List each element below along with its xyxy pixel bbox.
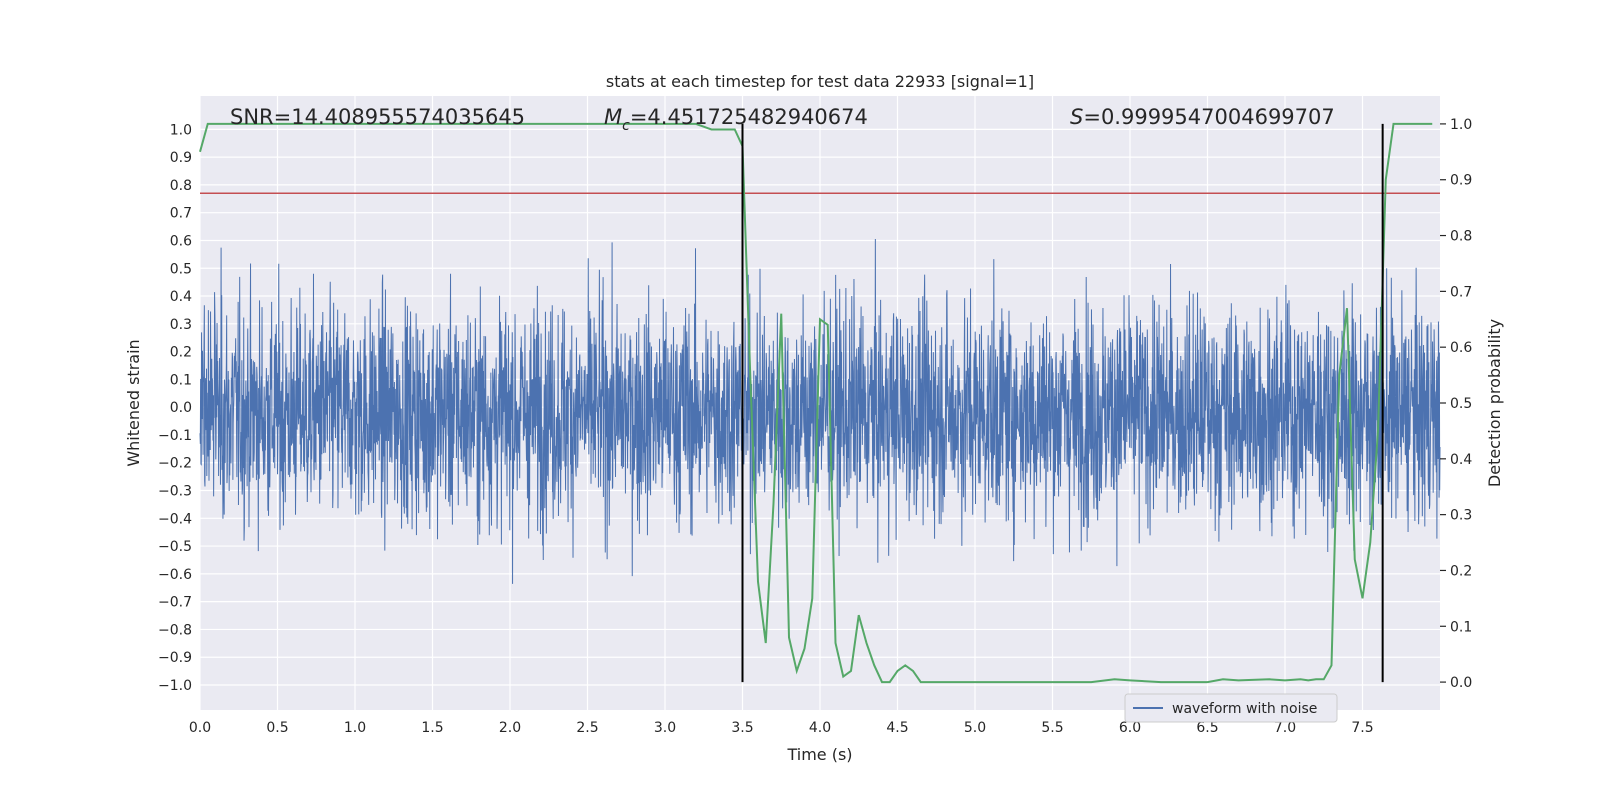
y-tick-label: 0.0	[170, 400, 192, 416]
y-tick-label: −1.0	[158, 678, 192, 694]
legend-label: waveform with noise	[1172, 701, 1317, 717]
x-tick-label: 0.0	[189, 720, 211, 736]
y-tick-label: −0.9	[158, 650, 192, 666]
x-tick-label: 7.5	[1351, 720, 1373, 736]
y-axis-left: −1.0 −0.9 −0.8 −0.7 −0.6 −0.5 −0.4 −0.3 −0.2 −0.1…	[158, 122, 192, 694]
y-tick-label: −0.2	[158, 456, 192, 472]
y2-tick-label: 0.7	[1450, 284, 1472, 300]
y-tick-label: −0.6	[158, 567, 192, 583]
y-tick-label: 0.7	[170, 206, 192, 222]
y2-tick-label: 0.6	[1450, 340, 1472, 356]
y2-tick-label: 0.5	[1450, 396, 1472, 412]
y-tick-label: −0.5	[158, 539, 192, 555]
score-annotation: S=0.9999547004699707	[1070, 105, 1335, 129]
x-axis: 0.0 0.5 1.0 1.5 2.0 2.5 3.0 3.5 4.0 4.5 5.0 5.5 6.0 6…	[189, 720, 1374, 736]
event-lines	[741, 123, 1384, 683]
x-tick-label: 5.0	[964, 720, 986, 736]
x-tick-label: 3.5	[731, 720, 753, 736]
y-tick-label: 0.8	[170, 178, 192, 194]
probability-line	[199, 122, 1433, 684]
chart-title: stats at each timestep for test data 229…	[606, 72, 1034, 91]
y-tick-label: −0.4	[158, 511, 192, 527]
x-axis-title: Time (s)	[786, 745, 852, 764]
x-tick-label: 1.0	[344, 720, 366, 736]
x-tick-label: 0.5	[266, 720, 288, 736]
snr-annotation: SNR=14.408955574035645	[230, 105, 525, 129]
chirp-mass-annotation: Mc=4.451725482940674	[604, 105, 868, 134]
y-axis-right: 0.0 0.1 0.2 0.3 0.4 0.5 0.6 0.7 0.8 0.9 1.0	[1440, 117, 1472, 691]
y2-tick-label: 0.9	[1450, 173, 1472, 189]
waveform-line	[199, 238, 1441, 584]
probability-series	[199, 122, 1433, 684]
y-tick-label: 0.3	[170, 317, 192, 333]
y2-tick-label: 0.3	[1450, 508, 1472, 524]
x-tick-label: 6.0	[1119, 720, 1141, 736]
x-tick-label: 4.0	[809, 720, 831, 736]
y-tick-label: 0.5	[170, 261, 192, 277]
y-tick-label: 0.2	[170, 345, 192, 361]
y2-axis-title: Detection probability	[1485, 319, 1504, 487]
x-tick-label: 4.5	[886, 720, 908, 736]
legend-box	[1124, 693, 1338, 723]
y-axis-title: Whitened strain	[124, 339, 143, 466]
y-tick-label: −0.8	[158, 622, 192, 638]
y2-tick-label: 0.2	[1450, 563, 1472, 579]
y-tick-label: 0.9	[170, 150, 192, 166]
legend: waveform with noise	[1124, 693, 1338, 723]
waveform-series	[199, 238, 1441, 584]
y-tick-label: 0.1	[170, 372, 192, 388]
y2-tick-label: 1.0	[1450, 117, 1472, 133]
y-tick-label: −0.1	[158, 428, 192, 444]
x-tick-label: 2.0	[499, 720, 521, 736]
y-tick-label: 0.4	[170, 289, 192, 305]
y2-tick-label: 0.0	[1450, 675, 1472, 691]
y-tick-label: 1.0	[170, 122, 192, 138]
y2-tick-label: 0.8	[1450, 229, 1472, 245]
x-tick-label: 6.5	[1196, 720, 1218, 736]
x-tick-label: 2.5	[576, 720, 598, 736]
x-tick-label: 3.0	[654, 720, 676, 736]
x-tick-label: 5.5	[1041, 720, 1063, 736]
y2-tick-label: 0.1	[1450, 619, 1472, 635]
y-tick-label: −0.7	[158, 595, 192, 611]
x-tick-label: 7.0	[1274, 720, 1296, 736]
y2-tick-label: 0.4	[1450, 452, 1472, 468]
y-tick-label: −0.3	[158, 484, 192, 500]
x-tick-label: 1.5	[421, 720, 443, 736]
y-tick-label: 0.6	[170, 233, 192, 249]
